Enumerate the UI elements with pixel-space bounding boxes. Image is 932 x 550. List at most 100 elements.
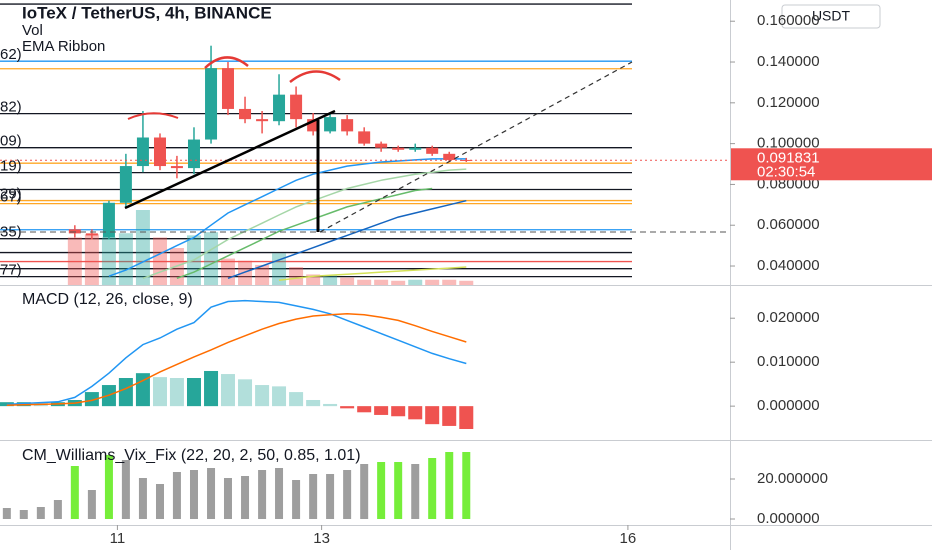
vix-bar	[104, 455, 113, 519]
pane-title: MACD (12, 26, close, 9)	[22, 291, 193, 308]
vix-bar	[326, 474, 335, 519]
countdown-label: 02:30:54	[757, 163, 815, 180]
macd-histogram-bar	[408, 406, 423, 420]
volume-bar	[289, 267, 304, 285]
macd-line	[6, 299, 467, 406]
vix-bar	[275, 468, 284, 519]
vix-bar	[462, 452, 471, 519]
vix-bar	[241, 476, 250, 519]
macd-histogram-bar	[442, 406, 457, 426]
vix-bar	[445, 452, 454, 519]
candle-body	[409, 147, 422, 150]
vix-bar	[411, 464, 420, 519]
candle-body	[341, 119, 354, 132]
macd-histogram-bar	[459, 406, 474, 430]
candle-body	[85, 233, 98, 236]
volume-bar	[220, 258, 235, 285]
volume-bar	[442, 279, 457, 285]
volume-bar	[118, 233, 133, 285]
volume-bar	[67, 237, 82, 285]
vix-bar	[155, 484, 164, 519]
fib-level-label: 77)	[0, 262, 22, 279]
fib-level-label: 29)	[0, 186, 22, 203]
currency-label[interactable]: USDT	[812, 8, 851, 24]
volume-bar	[84, 234, 99, 285]
arc	[204, 56, 249, 69]
macd-histogram-bar	[204, 370, 219, 407]
volume-bar	[425, 279, 440, 285]
y-tick-label: 0.010000	[757, 353, 820, 370]
y-tick-label: 0.140000	[757, 53, 820, 70]
vix-bar	[377, 462, 386, 519]
candle-body	[136, 137, 149, 167]
price-pane: 62)82)09)19)29)67)35)77)	[0, 3, 730, 285]
macd-histogram-bar	[391, 406, 406, 417]
macd-histogram-bar	[289, 392, 304, 407]
macd-histogram-bar	[84, 392, 99, 407]
x-tick-label: 11	[110, 530, 126, 547]
x-tick-label: 13	[313, 530, 330, 547]
macd-histogram-bar	[357, 406, 372, 413]
vix-bar	[172, 472, 181, 519]
macd-histogram-bar	[169, 378, 184, 407]
candle-body	[358, 131, 371, 144]
y-tick-label: 0.120000	[757, 94, 820, 111]
ema-line	[278, 266, 467, 282]
vix-bar	[138, 478, 147, 519]
y-tick-label: 0.020000	[757, 309, 820, 326]
fib-level-label: 62)	[0, 46, 22, 63]
y-tick-label: 0.000000	[757, 397, 820, 414]
y-tick-label: 20.000000	[757, 470, 828, 487]
arc	[289, 70, 341, 83]
last-price-box	[731, 148, 932, 181]
candle-body	[102, 202, 115, 238]
indicator-label: Vol	[22, 22, 43, 39]
vix-bar	[70, 466, 79, 519]
candle-body	[221, 68, 234, 109]
vix-bar	[189, 470, 198, 519]
vix-bar	[36, 507, 45, 519]
candle-body	[153, 137, 166, 167]
macd-histogram-bar	[118, 378, 133, 407]
vix-bar	[360, 464, 369, 519]
candle-body	[290, 94, 303, 120]
y-tick-label: 0.040000	[757, 257, 820, 274]
x-tick-label: 16	[620, 530, 637, 547]
candle-body	[239, 108, 252, 120]
volume-bar	[374, 279, 389, 285]
candle-body	[205, 68, 218, 140]
candle-body	[392, 147, 405, 150]
macd-histogram-bar	[272, 386, 287, 407]
drawings	[0, 56, 730, 233]
volume-bar	[340, 277, 355, 285]
macd-histogram-bar	[255, 385, 270, 407]
volume-bar	[135, 210, 150, 285]
candle-body	[68, 229, 81, 234]
vix-bar	[428, 458, 437, 519]
macd-histogram-bar	[340, 406, 355, 409]
volume-bar	[323, 275, 338, 285]
currency-box[interactable]	[781, 4, 881, 29]
candle-body	[443, 153, 456, 160]
vix-bar	[343, 470, 352, 519]
last-price-label: 0.091831	[757, 149, 820, 166]
macd-histogram-bar	[323, 403, 338, 407]
ema-line	[176, 187, 433, 280]
arc	[127, 112, 179, 120]
volume-bar	[391, 280, 406, 285]
volume-bar	[255, 264, 270, 285]
candle-body	[119, 166, 132, 203]
candle-body	[187, 139, 200, 169]
macd-histogram-bar	[186, 378, 201, 407]
macd-histogram-bar	[238, 379, 253, 407]
trend-line	[124, 109, 336, 210]
pane-title: CM_Williams_Vix_Fix (22, 20, 2, 50, 0.85…	[22, 447, 361, 464]
chart-title: IoTeX / TetherUS, 4h, BINANCE	[22, 3, 272, 22]
volume-bar	[204, 232, 219, 285]
volume-bar	[306, 274, 321, 285]
candle-body	[324, 117, 337, 132]
ema-line	[142, 168, 467, 280]
